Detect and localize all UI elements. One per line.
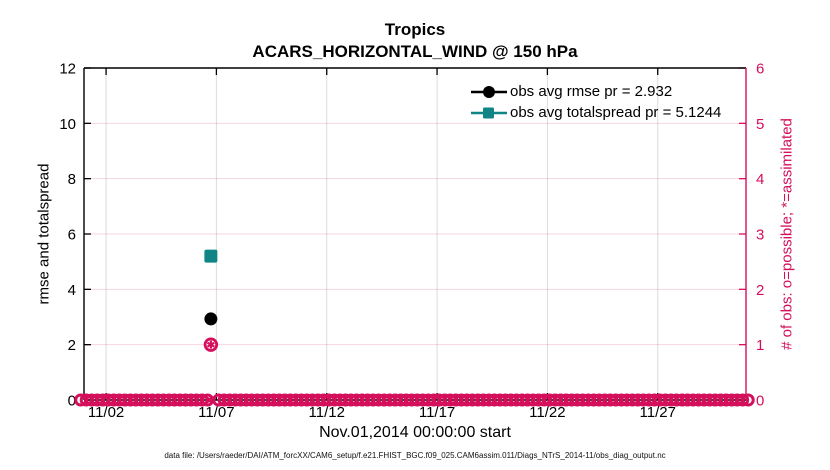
vertical-gridlines	[105, 68, 659, 400]
rmse-marker	[204, 312, 218, 326]
x-axis-label: Nov.01,2014 00:00:00 start	[319, 424, 511, 441]
left-axis-label: rmse and totalspread	[35, 163, 53, 305]
asterisk-marker	[206, 341, 215, 348]
chart-title: Tropics	[384, 20, 446, 39]
right-tick-label: 2	[756, 282, 764, 299]
obs-count-zero-row	[74, 393, 755, 407]
axes-box	[83, 67, 747, 401]
right-tick-label: 4	[756, 171, 764, 188]
chart-subtitle: ACARS_HORIZONTAL_WIND @ 150 hPa	[252, 42, 578, 61]
x-tick-label: 11/07	[198, 404, 234, 421]
horizontal-gridlines	[84, 122, 746, 346]
obs-possible-zero-marker	[741, 393, 755, 407]
rmse-line-circle-icon	[471, 85, 507, 98]
x-tick-label: 11/12	[309, 404, 345, 421]
right-tick-label: 0	[756, 393, 764, 410]
asterisk-marker	[206, 396, 216, 404]
right-tick-label: 3	[756, 227, 764, 244]
right-tick-label: 5	[756, 116, 764, 133]
left-tick-label: 10	[59, 116, 76, 133]
x-tick-label: 11/02	[88, 404, 124, 421]
legend-entry-rmse: obs avg rmse pr = 2.932	[470, 81, 721, 102]
totalspread-marker	[204, 249, 218, 263]
left-tick-label: 6	[68, 227, 76, 244]
left-tick-label: 12	[59, 61, 76, 78]
x-tick-label: 11/22	[529, 404, 565, 421]
legend-entry-totalspread: obs avg totalspread pr = 5.1244	[470, 102, 721, 123]
left-tick-label: 0	[68, 393, 76, 410]
legend-label-rmse: obs avg rmse pr = 2.932	[510, 83, 673, 100]
right-tick-label: 6	[756, 61, 764, 78]
obs-possible-zero-marker	[736, 393, 750, 407]
right-tick-label: 1	[756, 337, 764, 354]
left-tick-label: 4	[68, 282, 76, 299]
data-file-caption: data file: /Users/raeder/DAI/ATM_forcXX/…	[164, 451, 666, 460]
right-axis-label: # of obs: o=possible; *=assimilated	[778, 118, 796, 350]
obs-possible-zero-marker	[195, 393, 209, 407]
legend: obs avg rmse pr = 2.932 obs avg totalspr…	[470, 81, 721, 123]
left-tick-label: 8	[68, 171, 76, 188]
totalspread-line-square-icon	[471, 107, 507, 118]
x-tick-label: 11/27	[640, 404, 676, 421]
x-tick-label: 11/17	[419, 404, 455, 421]
left-tick-label: 2	[68, 337, 76, 354]
data-markers	[203, 249, 219, 352]
legend-label-totalspread: obs avg totalspread pr = 5.1244	[510, 104, 722, 121]
